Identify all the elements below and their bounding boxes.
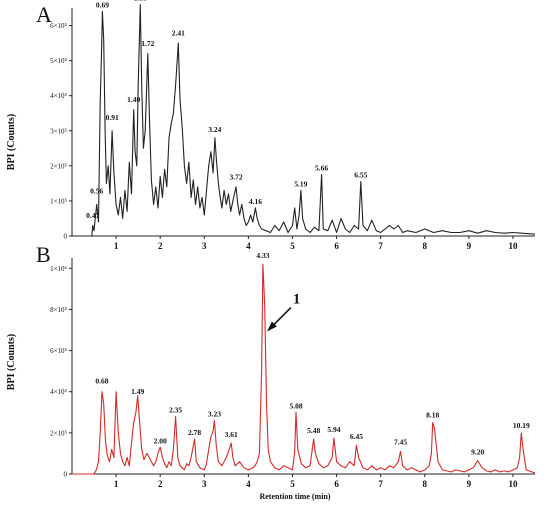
panel-b: B BPI (Counts) Retention time (min) 0 2×1… xyxy=(6,242,536,501)
x-tick-label-b: 8 xyxy=(423,479,428,489)
y-axis-label-a: BPI (Counts) xyxy=(6,114,17,170)
y-tick-label-a: 4×10⁵ xyxy=(50,92,67,100)
y-tick-label-b: 8×10⁵ xyxy=(50,306,67,314)
x-tick-label-b: 10 xyxy=(508,479,518,489)
x-tick-label-b: 6 xyxy=(334,479,339,489)
x-tick-label-b: 9 xyxy=(467,479,472,489)
peak-label-a: 1.55 xyxy=(134,0,147,2)
compound-annotation-label: 1 xyxy=(293,292,301,308)
y-axis-label-b: BPI (Counts) xyxy=(6,334,17,390)
peak-label-b: 2.78 xyxy=(188,428,201,437)
x-tick-label-a: 3 xyxy=(202,241,207,251)
peak-label-a: 0.69 xyxy=(96,1,109,10)
y-tick-label-a: 6×10⁵ xyxy=(50,22,67,30)
y-tick-label-b: 4×10⁵ xyxy=(50,388,67,396)
peak-label-a: 2.41 xyxy=(172,29,185,38)
peak-label-a: 1.72 xyxy=(141,39,154,48)
peak-label-a: 4.16 xyxy=(249,197,262,206)
x-tick-label-a: 2 xyxy=(158,241,163,251)
chromatogram-trace-b xyxy=(72,263,536,475)
x-tick-label-a: 6 xyxy=(334,241,339,251)
x-tick-label-a: 1 xyxy=(114,241,119,251)
x-tick-label-a: 8 xyxy=(423,241,428,251)
peak-label-b: 0.68 xyxy=(95,377,108,386)
panel-letter-a: A xyxy=(36,2,52,27)
peak-label-b: 10.19 xyxy=(513,421,530,430)
peak-label-b: 4.33 xyxy=(256,251,269,260)
y-tick-label-a: 5×10⁵ xyxy=(50,57,67,65)
panel-a: A BPI (Counts) 0 1×10⁵ 2×10⁵ 3×10⁵ 4×10⁵ 5×10… xyxy=(6,0,536,251)
peak-label-a: 5.19 xyxy=(294,179,307,188)
peak-label-a: 6.55 xyxy=(354,171,367,180)
peak-label-a: 5.66 xyxy=(315,164,328,173)
x-tick-label-a: 5 xyxy=(290,241,295,251)
peak-label-b: 2.35 xyxy=(169,405,182,414)
y-tick-label-b: 6×10⁵ xyxy=(50,347,67,355)
peak-label-a: 0.91 xyxy=(106,113,119,122)
y-tick-label-a: 0 xyxy=(64,233,68,241)
peak-label-a: 0.47 xyxy=(86,211,99,220)
peak-label-a: 3.72 xyxy=(229,172,242,181)
x-axis-label-b: Retention time (min) xyxy=(259,492,330,501)
x-tick-label-b: 3 xyxy=(202,479,207,489)
peak-label-b: 3.23 xyxy=(208,410,221,419)
x-tick-label-b: 7 xyxy=(378,479,383,489)
peak-label-a: 3.24 xyxy=(208,125,221,134)
x-tick-label-b: 4 xyxy=(246,479,251,489)
y-tick-label-a: 2×10⁵ xyxy=(50,162,67,170)
peak-label-b: 5.08 xyxy=(289,401,302,410)
x-tick-label-b: 5 xyxy=(290,479,295,489)
x-tick-label-a: 9 xyxy=(467,241,472,251)
peak-label-b: 2.00 xyxy=(154,436,167,445)
peak-label-a: 1.40 xyxy=(127,95,140,104)
y-tick-label-b: 2×10⁵ xyxy=(50,429,67,437)
y-tick-label-b: 0 xyxy=(64,471,68,479)
x-tick-label-a: 7 xyxy=(378,241,383,251)
y-tick-label-a: 3×10⁵ xyxy=(50,127,67,135)
peak-label-b: 8.18 xyxy=(426,411,439,420)
annotation-arrow-head xyxy=(266,321,277,332)
x-tick-label-a: 10 xyxy=(508,241,518,251)
peak-label-b: 7.45 xyxy=(394,437,407,446)
x-tick-label-b: 1 xyxy=(114,479,119,489)
peak-label-b: 1.49 xyxy=(131,387,144,396)
panel-letter-b: B xyxy=(36,242,51,267)
chromatogram-trace-a xyxy=(72,3,536,237)
x-tick-label-a: 4 xyxy=(246,241,251,251)
y-tick-label-a: 1×10⁵ xyxy=(50,197,67,205)
peak-label-b: 5.48 xyxy=(307,426,320,435)
peak-label-b: 3.61 xyxy=(225,430,238,439)
x-tick-label-b: 2 xyxy=(158,479,163,489)
peak-label-b: 6.45 xyxy=(350,432,363,441)
peak-label-a: 0.56 xyxy=(90,186,103,195)
y-tick-label-b: 1×10⁶ xyxy=(50,265,67,273)
peak-label-b: 5.94 xyxy=(327,425,340,434)
peak-label-b: 9.20 xyxy=(471,448,484,457)
